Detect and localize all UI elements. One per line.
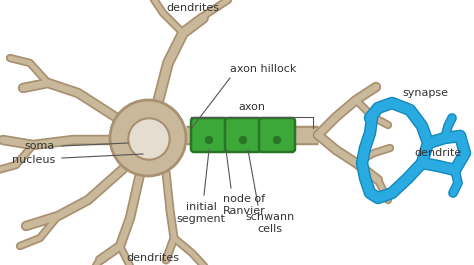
Circle shape xyxy=(273,136,281,144)
Text: node of
Ranvier: node of Ranvier xyxy=(223,194,265,216)
Text: dendrites: dendrites xyxy=(166,3,219,13)
FancyBboxPatch shape xyxy=(259,118,295,152)
Ellipse shape xyxy=(128,118,170,160)
Text: dendrite: dendrite xyxy=(415,148,462,158)
FancyBboxPatch shape xyxy=(225,118,261,152)
Text: soma: soma xyxy=(25,141,55,151)
Ellipse shape xyxy=(110,100,186,176)
Circle shape xyxy=(206,136,212,144)
Text: initial
segment: initial segment xyxy=(176,202,226,224)
Text: dendrites: dendrites xyxy=(127,253,180,263)
Text: schwann
cells: schwann cells xyxy=(246,212,295,234)
Circle shape xyxy=(239,136,246,144)
Text: nucleus: nucleus xyxy=(12,155,55,165)
Text: axon: axon xyxy=(238,102,265,112)
FancyBboxPatch shape xyxy=(191,118,227,152)
Text: axon hillock: axon hillock xyxy=(230,64,296,74)
Text: synapse: synapse xyxy=(402,88,448,98)
